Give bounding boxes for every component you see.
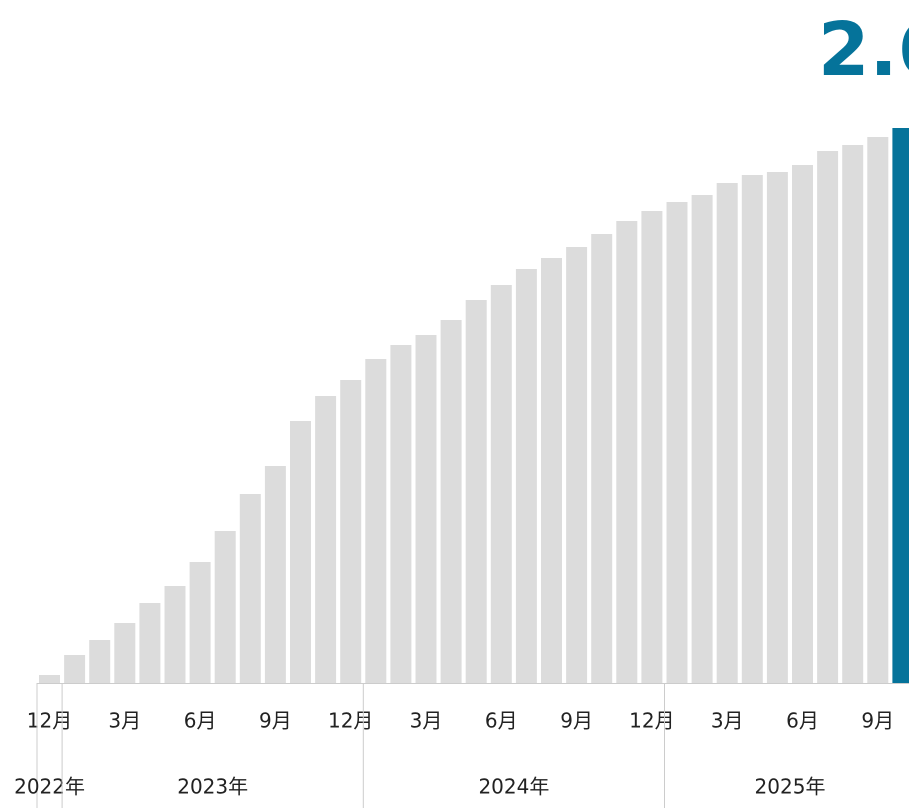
chart-title: 2.6 <box>818 7 909 93</box>
bar <box>566 247 588 683</box>
bar <box>239 494 261 683</box>
year-label: 2023年 <box>177 775 248 799</box>
bar <box>340 380 362 683</box>
bar <box>290 421 311 683</box>
bar <box>214 531 236 683</box>
bar <box>39 675 60 683</box>
bar <box>741 175 763 683</box>
bar <box>716 183 738 683</box>
year-label: 2025年 <box>755 775 826 799</box>
bar <box>415 335 437 683</box>
bar <box>89 640 111 683</box>
x-tick-label: 6月 <box>485 709 518 733</box>
x-tick-label: 3月 <box>410 709 443 733</box>
x-tick-label: 12月 <box>328 709 373 733</box>
x-tick-label: 6月 <box>184 709 217 733</box>
year-label: 2022年 <box>14 775 85 799</box>
bar <box>189 562 211 683</box>
x-tick-label: 12月 <box>27 709 72 733</box>
bar <box>64 655 86 683</box>
bar <box>616 221 638 683</box>
x-tick-label: 9月 <box>259 709 292 733</box>
x-tick-label: 9月 <box>861 709 894 733</box>
bar <box>515 269 537 683</box>
x-tick-label: 12月 <box>629 709 674 733</box>
x-tick-label: 3月 <box>108 709 141 733</box>
bar <box>641 211 663 683</box>
x-tick-label: 9月 <box>560 709 593 733</box>
x-tick-label: 6月 <box>786 709 819 733</box>
bar <box>139 603 161 683</box>
bar <box>490 285 512 683</box>
bar <box>591 234 613 683</box>
bar <box>867 137 889 683</box>
bar <box>440 320 462 683</box>
bar <box>465 300 487 683</box>
bar <box>164 586 186 683</box>
bar <box>114 623 136 683</box>
year-label: 2024年 <box>478 775 549 799</box>
bar <box>666 202 688 683</box>
bar <box>315 396 337 683</box>
bar <box>892 128 909 683</box>
bar <box>390 345 412 683</box>
bar <box>766 172 788 683</box>
bar <box>365 359 387 683</box>
bar <box>691 195 713 683</box>
bar <box>792 165 813 683</box>
bar <box>264 466 286 683</box>
bar <box>842 145 864 683</box>
bar <box>541 258 562 683</box>
bar <box>817 151 839 683</box>
x-tick-label: 3月 <box>711 709 744 733</box>
